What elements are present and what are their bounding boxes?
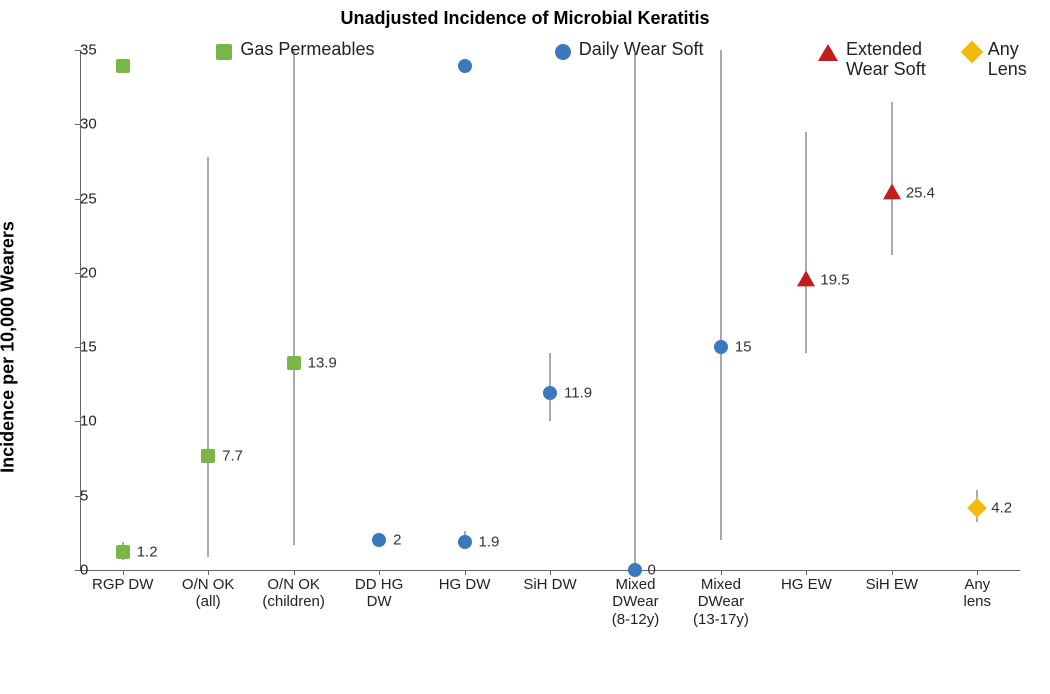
legend-item: Daily Wear Soft <box>555 40 704 60</box>
error-bar <box>293 50 294 545</box>
triangle-icon <box>818 44 838 61</box>
data-point <box>116 545 130 559</box>
value-label: 15 <box>735 339 752 356</box>
xtick-mark <box>806 570 807 575</box>
xtick-label: Mixed DWear (8-12y) <box>612 576 660 628</box>
xtick-mark <box>892 570 893 575</box>
circle-icon <box>555 44 571 60</box>
xtick-mark <box>123 570 124 575</box>
data-point <box>797 271 815 287</box>
value-label: 1.9 <box>479 533 500 550</box>
error-bar <box>891 102 892 255</box>
error-bar <box>720 50 721 540</box>
value-label: 13.9 <box>308 355 337 372</box>
xtick-label: RGP DW <box>92 576 153 593</box>
value-label: 11.9 <box>564 385 592 402</box>
value-label: 2 <box>393 532 401 549</box>
xtick-mark <box>721 570 722 575</box>
xtick-mark <box>465 570 466 575</box>
data-point <box>967 498 987 518</box>
xtick-mark <box>550 570 551 575</box>
xtick-mark <box>294 570 295 575</box>
xtick-mark <box>208 570 209 575</box>
data-point <box>201 449 215 463</box>
y-axis-label: Incidence per 10,000 Wearers <box>0 221 19 473</box>
xtick-label: HG DW <box>439 576 491 593</box>
data-point <box>543 386 557 400</box>
value-label: 4.2 <box>991 499 1012 516</box>
legend-label: Any Lens <box>988 40 1027 80</box>
error-bar <box>208 157 209 557</box>
data-point <box>458 59 472 73</box>
legend-item: Extended Wear Soft <box>818 40 926 80</box>
xtick-label: SiH EW <box>866 576 919 593</box>
legend-label: Gas Permeables <box>240 40 374 60</box>
xtick-label: Any lens <box>951 576 1004 611</box>
error-bar <box>635 50 636 570</box>
value-label: 7.7 <box>222 447 243 464</box>
data-point <box>883 183 901 199</box>
value-label: 19.5 <box>820 272 849 289</box>
data-point <box>287 356 301 370</box>
xtick-label: O/N OK (all) <box>182 576 235 611</box>
xtick-label: Mixed DWear (13-17y) <box>693 576 749 628</box>
value-label: 1.2 <box>137 544 158 561</box>
data-point <box>372 533 386 547</box>
chart-title: Unadjusted Incidence of Microbial Kerati… <box>0 8 1050 29</box>
value-label: 0 <box>647 562 655 579</box>
data-point <box>116 59 130 73</box>
xtick-mark <box>977 570 978 575</box>
diamond-icon <box>960 41 983 64</box>
square-icon <box>216 44 232 60</box>
xtick-label: SiH DW <box>523 576 576 593</box>
legend-item: Gas Permeables <box>216 40 374 60</box>
data-point <box>628 563 642 577</box>
legend-label: Extended Wear Soft <box>846 40 926 80</box>
data-point <box>714 340 728 354</box>
error-bar <box>806 132 807 353</box>
legend-label: Daily Wear Soft <box>579 40 704 60</box>
xtick-label: DD HG DW <box>355 576 403 611</box>
data-point <box>458 535 472 549</box>
chart-container: Unadjusted Incidence of Microbial Kerati… <box>0 0 1050 694</box>
xtick-label: O/N OK (children) <box>262 576 325 611</box>
legend-item: Any Lens <box>964 40 1027 80</box>
value-label: 25.4 <box>906 184 935 201</box>
xtick-label: HG EW <box>781 576 832 593</box>
xtick-mark <box>379 570 380 575</box>
plot-area: 05101520253035RGP DWO/N OK (all)O/N OK (… <box>70 40 1030 630</box>
